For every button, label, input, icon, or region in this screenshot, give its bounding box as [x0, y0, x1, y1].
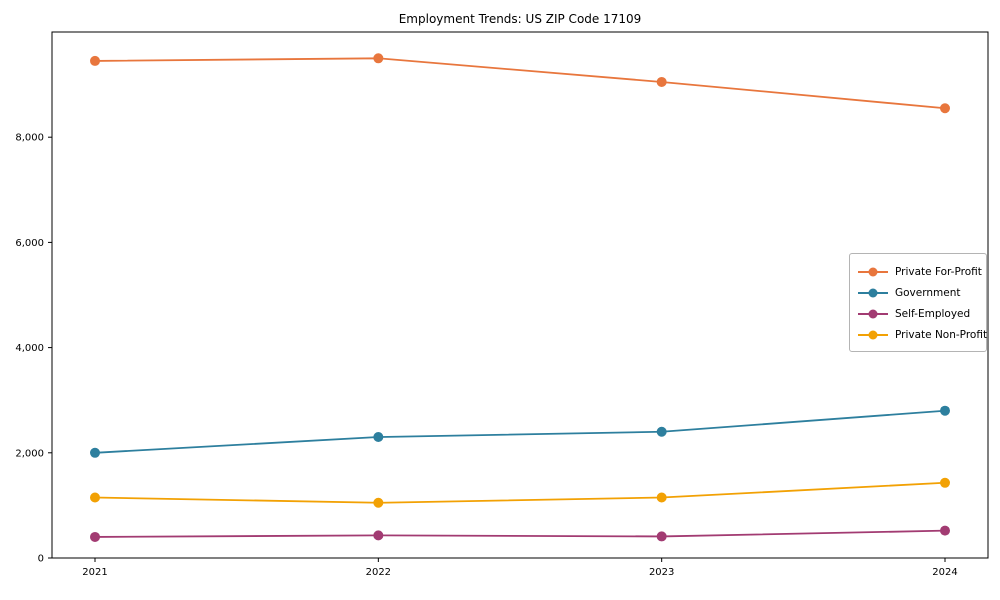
data-point-self-employed-2024 — [940, 525, 950, 536]
y-tick-label: 6,000 — [15, 238, 44, 249]
legend-label: Self-Employed — [895, 307, 971, 320]
series-line-private-for-profit — [94, 57, 946, 110]
legend-swatch-government — [858, 287, 888, 299]
data-point-government-2023 — [656, 426, 667, 437]
legend-item-government: Government — [858, 282, 978, 303]
data-point-private-for-profit-2021 — [90, 55, 100, 66]
data-point-private-non-profit-2024 — [940, 477, 950, 488]
legend-swatch-private-non-profit — [858, 329, 888, 341]
x-tick-label: 2022 — [366, 567, 391, 578]
series-line-self-employed — [94, 529, 946, 538]
data-point-government-2024 — [940, 405, 950, 416]
legend-item-private-non-profit: Private Non-Profit — [858, 324, 987, 345]
legend-swatch-private-for-profit — [858, 266, 888, 278]
data-point-private-non-profit-2021 — [90, 492, 100, 503]
data-point-private-non-profit-2023 — [656, 492, 667, 503]
y-tick-label: 0 — [38, 554, 44, 565]
data-point-private-for-profit-2024 — [940, 103, 950, 114]
data-point-private-non-profit-2022 — [373, 497, 384, 508]
data-point-self-employed-2023 — [656, 531, 667, 542]
legend-label: Private Non-Profit — [895, 328, 988, 341]
legend-label: Government — [895, 286, 961, 299]
legend-swatch-self-employed — [858, 308, 888, 320]
legend-marker-icon — [868, 309, 878, 318]
legend-marker-icon — [868, 330, 878, 339]
data-point-private-for-profit-2022 — [373, 53, 384, 64]
legend-marker-icon — [868, 267, 878, 276]
x-tick-label: 2023 — [649, 567, 674, 578]
y-tick-label: 2,000 — [15, 448, 44, 459]
data-point-private-for-profit-2023 — [656, 76, 667, 87]
data-point-government-2021 — [90, 447, 100, 458]
y-tick-label: 4,000 — [15, 343, 44, 354]
legend-item-private-for-profit: Private For-Profit — [858, 261, 982, 282]
x-tick-label: 2021 — [82, 567, 107, 578]
chart-title: Employment Trends: US ZIP Code 17109 — [398, 12, 642, 26]
legend-marker-icon — [868, 288, 878, 297]
series-line-private-non-profit — [94, 481, 946, 504]
data-point-self-employed-2022 — [373, 530, 384, 541]
chart-legend: Private For-Profit Government Self-Employe… — [849, 253, 987, 352]
data-point-self-employed-2021 — [90, 531, 100, 542]
legend-item-self-employed: Self-Employed — [858, 303, 978, 324]
legend-label: Private For-Profit — [895, 265, 982, 278]
x-tick-label: 2024 — [932, 567, 957, 578]
series-line-government — [94, 409, 946, 454]
data-point-government-2022 — [373, 432, 384, 443]
y-tick-label: 8,000 — [15, 133, 44, 144]
plot-frame — [51, 31, 989, 559]
